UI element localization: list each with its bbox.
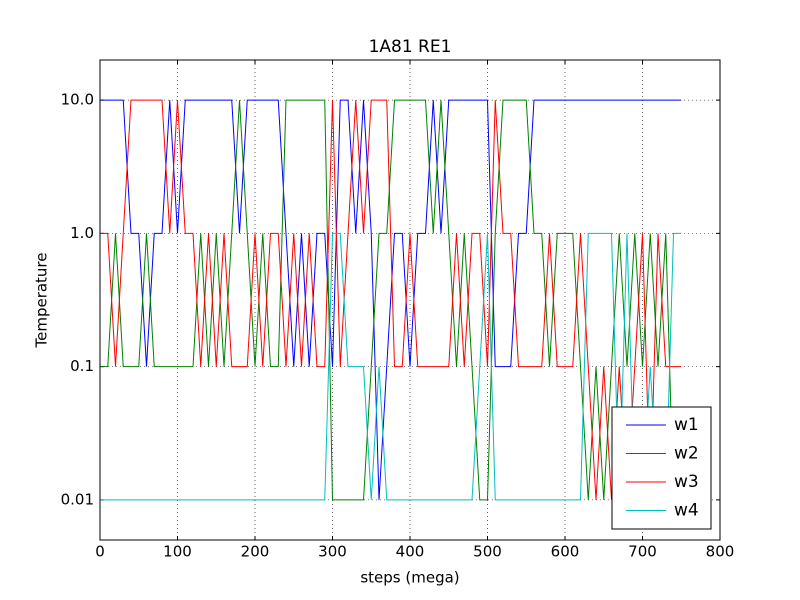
- x-axis-label: steps (mega): [360, 569, 459, 587]
- x-tick-label: 200: [241, 543, 270, 561]
- x-tick-label: 800: [706, 543, 735, 561]
- y-axis-label: Temperature: [33, 252, 51, 348]
- x-tick-label: 0: [95, 543, 105, 561]
- x-tick-label: 700: [628, 543, 657, 561]
- data-line: [100, 99, 682, 500]
- y-tick-label: 10.0: [61, 91, 94, 109]
- plot-frame: [99, 59, 721, 541]
- legend-label: w4: [674, 501, 699, 521]
- y-tick-label: 1.0: [70, 224, 94, 242]
- x-tick-label: 300: [318, 543, 347, 561]
- x-tick-label: 500: [473, 543, 502, 561]
- chart-title: 1A81 RE1: [369, 37, 452, 57]
- y-tick-label: 0.01: [61, 490, 94, 508]
- x-tick-label: 100: [163, 543, 192, 561]
- legend-label: w2: [674, 444, 699, 464]
- x-tick-label: 600: [551, 543, 580, 561]
- y-tick-label: 0.1: [70, 357, 94, 375]
- data-line: [100, 232, 682, 501]
- legend-box: [611, 406, 712, 530]
- data-line: [100, 99, 682, 500]
- legend-label: w1: [674, 415, 699, 435]
- legend-label: w3: [674, 472, 699, 492]
- x-tick-label: 400: [396, 543, 425, 561]
